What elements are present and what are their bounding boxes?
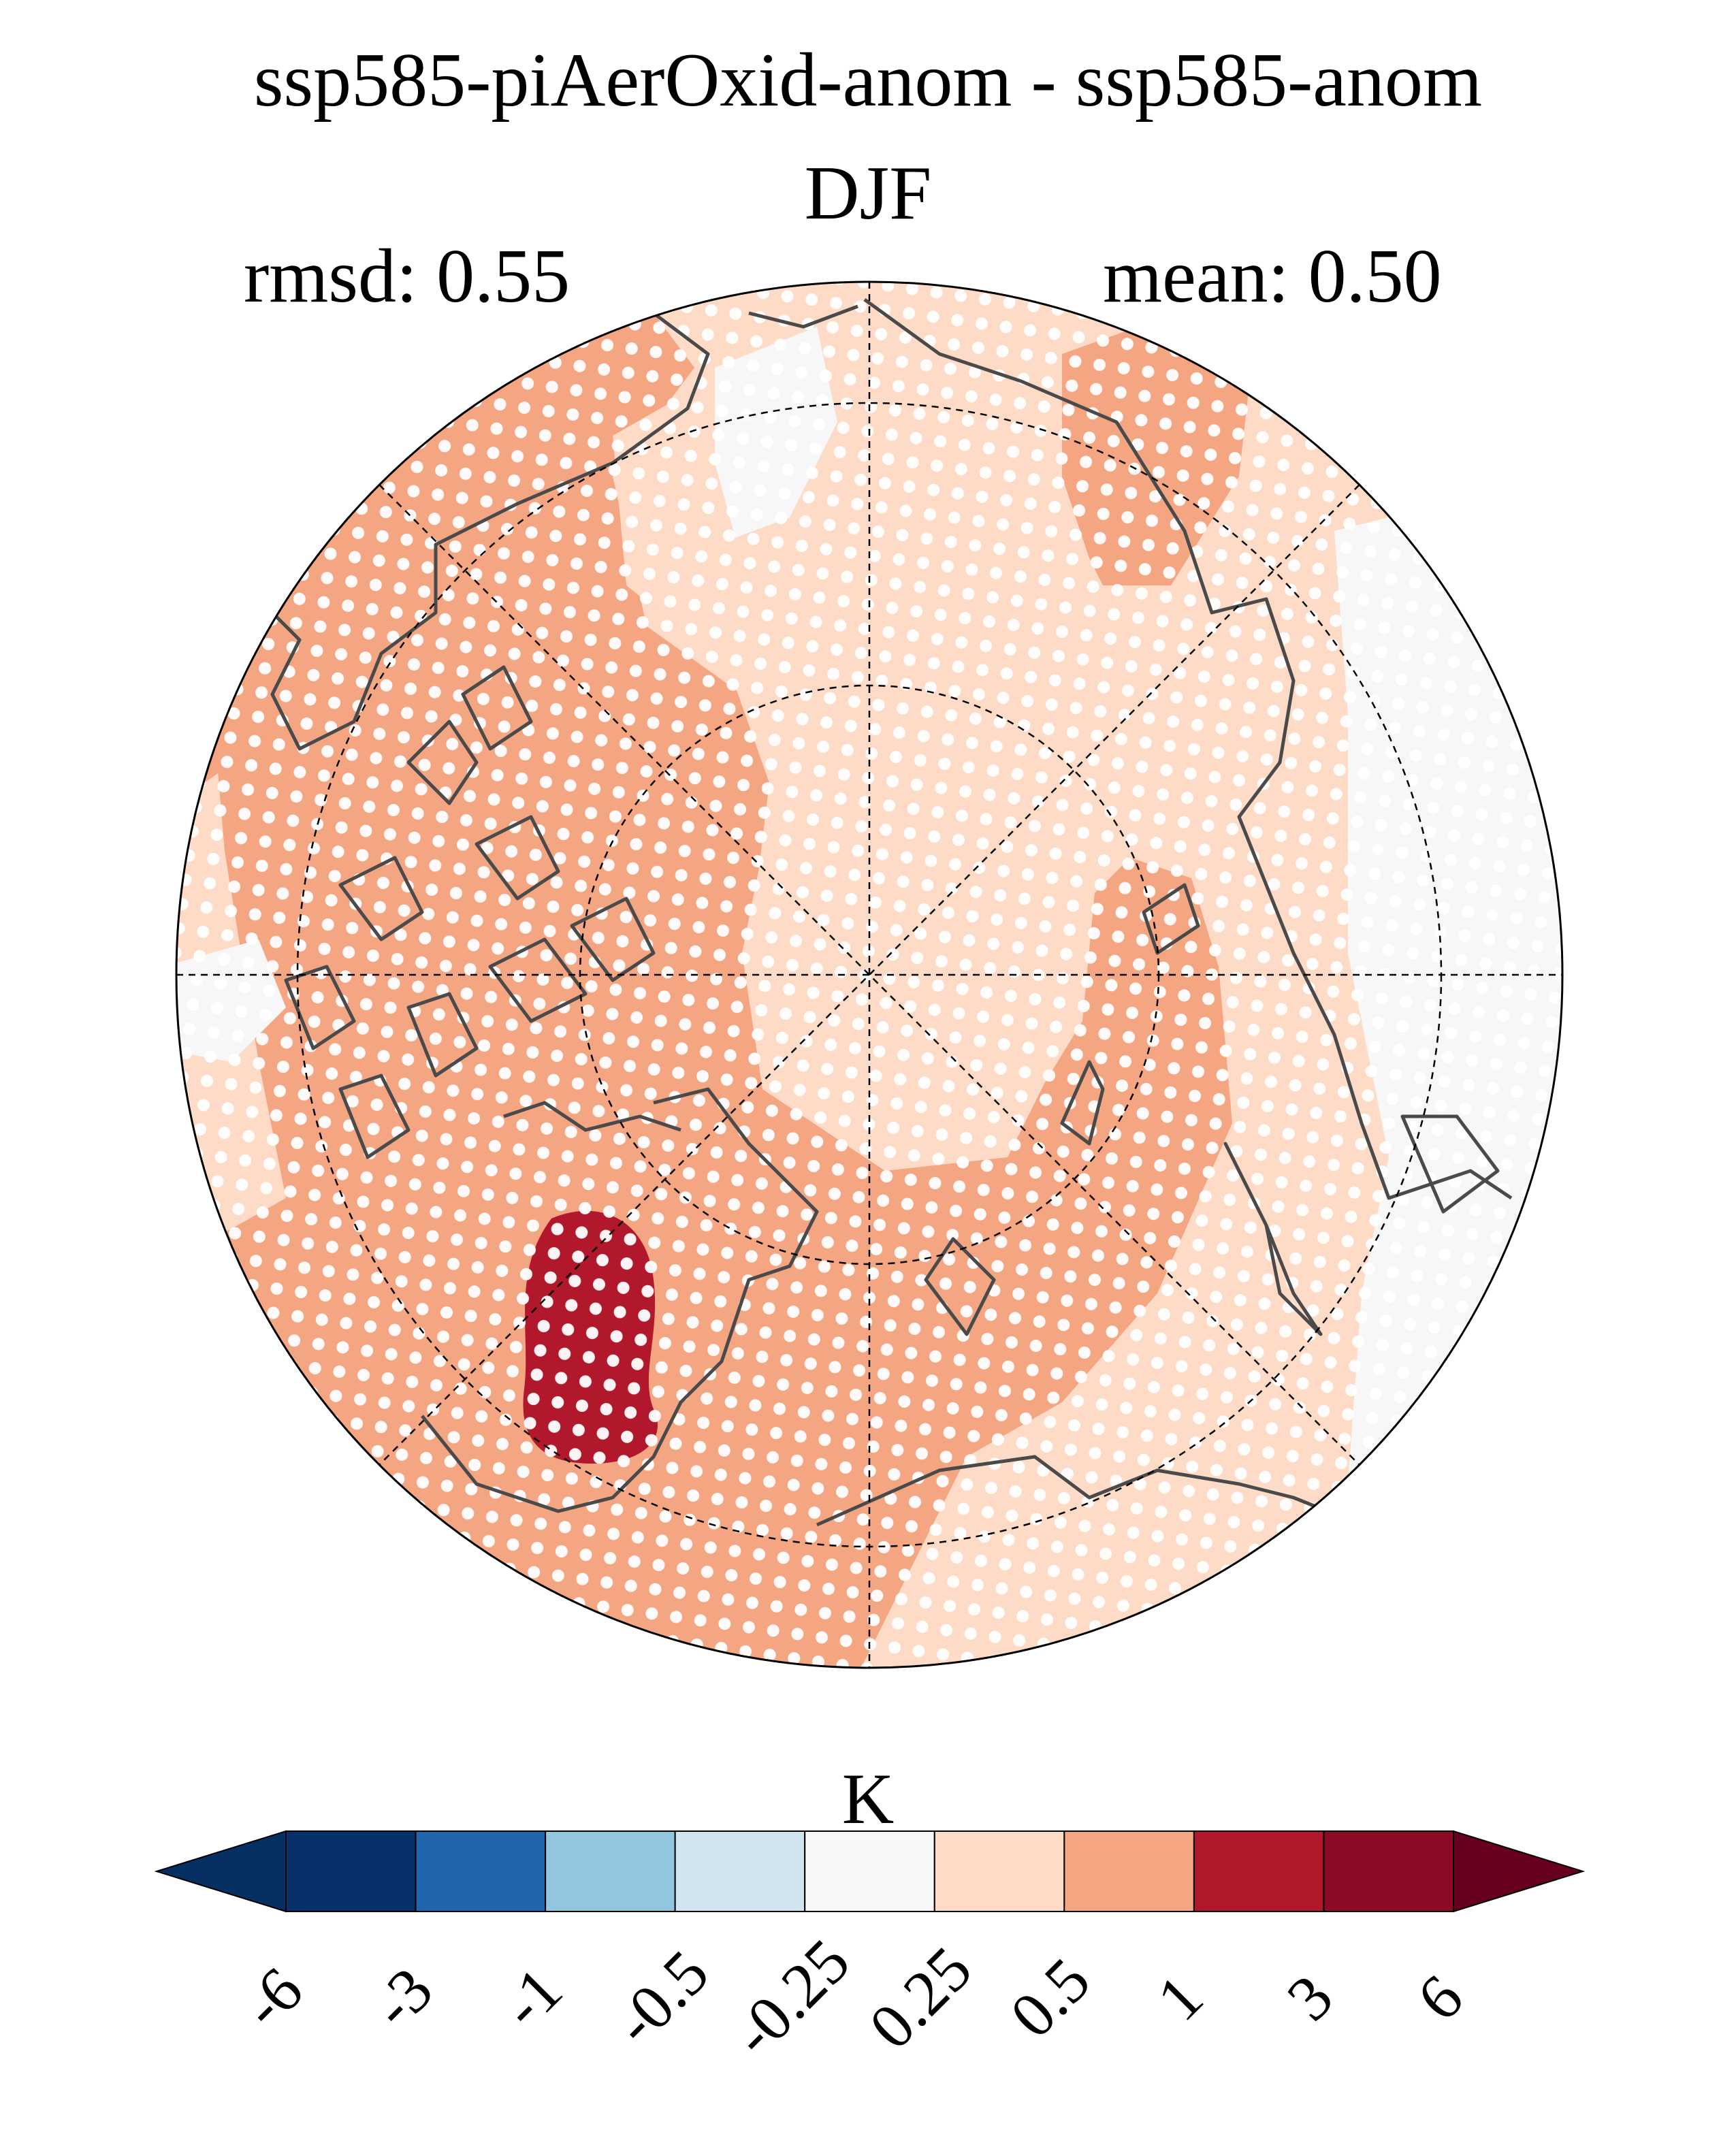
colorbar-segment [545, 1830, 676, 1912]
figure-title: ssp585-piAerOxid-anom - ssp585-anom [253, 38, 1483, 123]
colorbar-segment [285, 1830, 417, 1912]
colorbar-segment [1193, 1830, 1325, 1912]
colorbar-segment [674, 1830, 806, 1912]
colorbar-units: K [841, 1759, 895, 1839]
colorbar-segment [804, 1830, 935, 1912]
mean-label: mean: 0.50 [1103, 234, 1442, 319]
colorbar-segment [415, 1830, 547, 1912]
map-boundary [175, 280, 1564, 1669]
colorbar-extend-low [154, 1830, 287, 1913]
colorbar-segment [933, 1830, 1065, 1912]
rmsd-label: rmsd: 0.55 [244, 234, 570, 319]
colorbar-segment [1323, 1830, 1455, 1912]
graticule [176, 282, 1562, 1668]
colorbar-extend-high [1453, 1830, 1586, 1913]
colorbar-segment [1063, 1830, 1195, 1912]
season-label: DJF [804, 151, 932, 236]
colorbar-segments [154, 1830, 1586, 1913]
coastlines [189, 297, 1513, 1527]
